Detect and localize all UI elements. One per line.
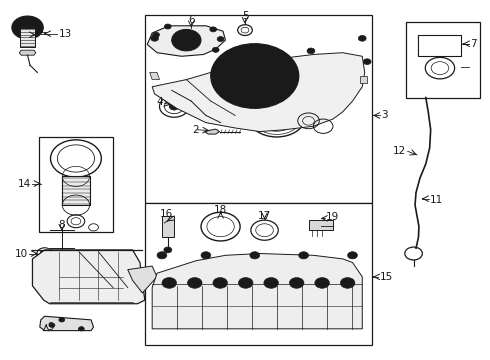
Bar: [406, 22, 480, 98]
Bar: [418, 35, 462, 56]
Circle shape: [201, 252, 211, 259]
Bar: [145, 15, 372, 203]
Circle shape: [59, 318, 65, 322]
Text: 19: 19: [326, 212, 339, 221]
Polygon shape: [128, 266, 157, 293]
Text: 15: 15: [379, 272, 392, 282]
Polygon shape: [152, 253, 362, 329]
Text: 2: 2: [192, 125, 199, 135]
Circle shape: [177, 34, 195, 46]
Polygon shape: [150, 72, 159, 80]
Bar: [309, 220, 333, 230]
Text: 12: 12: [393, 146, 406, 156]
Circle shape: [264, 278, 278, 288]
Circle shape: [12, 16, 43, 39]
Circle shape: [157, 252, 167, 259]
Bar: [20, 28, 35, 47]
Circle shape: [299, 252, 309, 259]
Polygon shape: [147, 26, 225, 56]
Text: 6: 6: [188, 15, 195, 26]
Circle shape: [169, 103, 179, 110]
Text: 14: 14: [18, 179, 31, 189]
Circle shape: [212, 47, 219, 52]
Circle shape: [172, 30, 201, 51]
Polygon shape: [19, 50, 36, 55]
Circle shape: [358, 36, 366, 41]
Text: 16: 16: [159, 209, 172, 219]
Circle shape: [213, 278, 227, 288]
Circle shape: [217, 37, 224, 41]
Text: 4: 4: [156, 97, 163, 107]
Bar: [145, 203, 372, 345]
Circle shape: [151, 36, 159, 41]
Bar: [39, 137, 113, 232]
Circle shape: [272, 112, 282, 119]
Circle shape: [153, 32, 159, 37]
Circle shape: [220, 50, 290, 102]
Text: 11: 11: [430, 195, 443, 205]
Circle shape: [340, 278, 355, 288]
Bar: [40, 251, 49, 256]
Circle shape: [164, 24, 171, 29]
Polygon shape: [152, 53, 365, 132]
Circle shape: [164, 247, 171, 253]
Circle shape: [78, 327, 84, 331]
Bar: [62, 176, 90, 205]
Text: 1: 1: [272, 95, 279, 105]
Circle shape: [49, 323, 55, 327]
Polygon shape: [204, 129, 220, 134]
Text: 7: 7: [470, 39, 476, 49]
Circle shape: [210, 27, 217, 32]
Circle shape: [307, 48, 315, 54]
Bar: [162, 216, 174, 237]
Text: 17: 17: [258, 211, 271, 221]
Text: 10: 10: [14, 248, 27, 258]
Circle shape: [289, 278, 304, 288]
Text: 5: 5: [242, 11, 248, 21]
Polygon shape: [40, 316, 94, 330]
Circle shape: [187, 278, 202, 288]
Circle shape: [363, 59, 371, 64]
Text: 18: 18: [214, 206, 227, 216]
Text: 7: 7: [470, 62, 476, 72]
Polygon shape: [360, 76, 367, 83]
Text: 9: 9: [47, 322, 54, 332]
Circle shape: [211, 44, 299, 108]
Bar: [418, 35, 462, 56]
Circle shape: [315, 278, 329, 288]
Text: 8: 8: [58, 220, 65, 230]
Circle shape: [238, 278, 253, 288]
Circle shape: [250, 252, 260, 259]
Circle shape: [162, 278, 176, 288]
Circle shape: [347, 252, 357, 259]
Polygon shape: [32, 250, 145, 304]
Text: 13: 13: [58, 29, 72, 39]
Text: 3: 3: [381, 111, 388, 121]
